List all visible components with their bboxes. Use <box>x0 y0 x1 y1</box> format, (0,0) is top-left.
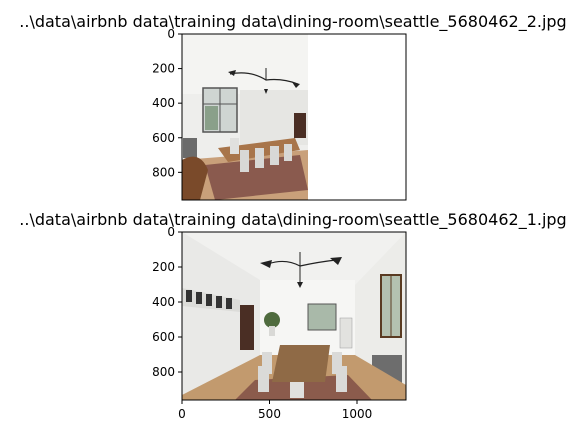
subplot-bottom-xtick-label: 500 <box>258 407 281 421</box>
subplot-bottom-title: ..\data\airbnb data\training data\dining… <box>19 210 566 230</box>
subplot-bottom-y-ticks: 0 200 400 600 800 <box>152 225 182 379</box>
subplot-bottom-frame <box>181 231 407 401</box>
subplot-top-ytick-label: 0 <box>167 27 175 41</box>
subplot-top-ytick-label: 200 <box>152 62 175 76</box>
subplot-bottom-xtick-label: 1000 <box>342 407 373 421</box>
subplot-bottom-ytick-label: 400 <box>152 295 175 309</box>
subplot-bottom-ytick-label: 600 <box>152 330 175 344</box>
subplot-bottom-ytick-label: 0 <box>167 225 175 239</box>
subplot-top-ytick-label: 800 <box>152 165 175 179</box>
subplot-top-ytick-label: 600 <box>152 131 175 145</box>
photo-top <box>182 34 308 200</box>
subplot-top: ..\data\airbnb data\training data\dining… <box>19 12 567 201</box>
subplot-bottom-ytick-label: 200 <box>152 260 175 274</box>
subplot-top-ytick-label: 400 <box>152 96 175 110</box>
subplot-bottom-xtick-label: 0 <box>178 407 186 421</box>
subplot-top-frame <box>181 33 407 201</box>
subplot-top-title: ..\data\airbnb data\training data\dining… <box>19 12 566 32</box>
subplot-bottom-x-ticks: 0 500 1000 <box>178 400 372 421</box>
photo-bottom <box>182 232 406 400</box>
subplot-bottom-ytick-label: 800 <box>152 365 175 379</box>
subplot-top-y-ticks: 0 200 400 600 800 <box>152 27 182 179</box>
subplot-bottom: ..\data\airbnb data\training data\dining… <box>19 210 566 421</box>
